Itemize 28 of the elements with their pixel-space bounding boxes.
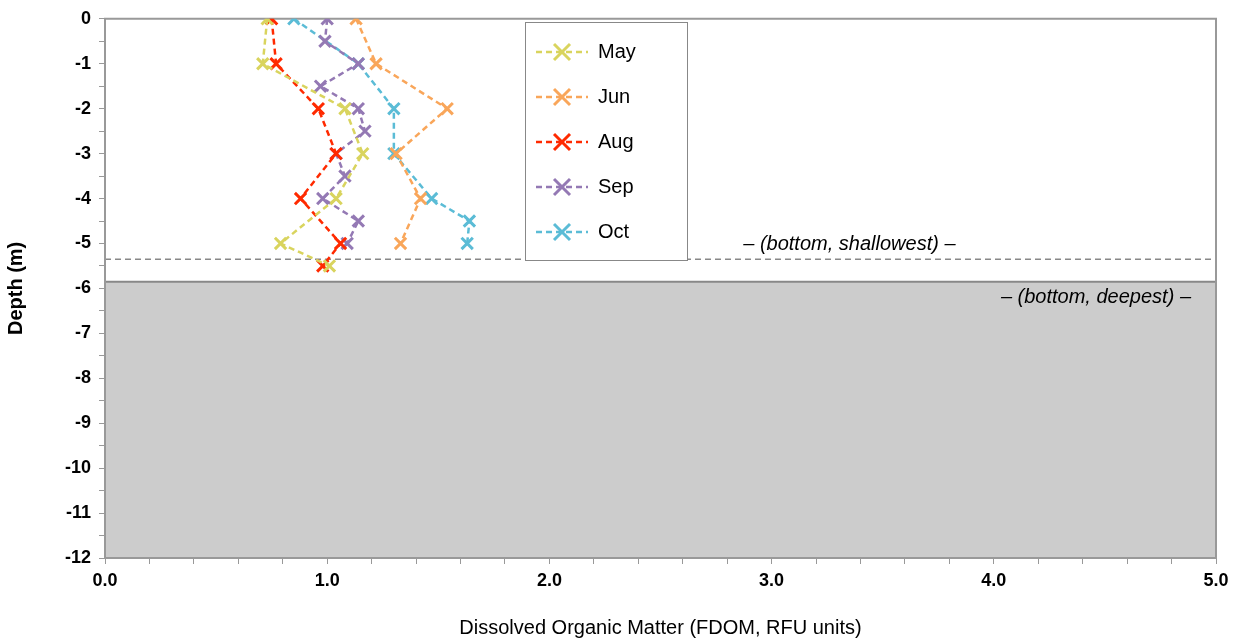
y-tick-label: -2 bbox=[74, 97, 91, 118]
y-tick-label: -11 bbox=[65, 502, 91, 523]
legend-label: Jun bbox=[598, 85, 631, 108]
x-tick-label: 2.0 bbox=[536, 569, 562, 590]
y-tick-label: 0 bbox=[80, 7, 91, 28]
legend-label: Sep bbox=[598, 175, 634, 198]
x-tick-label: 3.0 bbox=[759, 569, 785, 590]
legend-label: May bbox=[598, 40, 636, 63]
ref-line-label: – (bottom, shallowest) – bbox=[742, 231, 957, 254]
y-tick-label: -12 bbox=[64, 546, 91, 567]
x-tick-label: 1.0 bbox=[314, 569, 340, 590]
legend-label: Oct bbox=[598, 220, 630, 243]
y-tick-label: -7 bbox=[74, 322, 91, 343]
y-tick-label: -9 bbox=[74, 412, 91, 433]
y-tick-label: -4 bbox=[74, 187, 91, 208]
y-tick-label: -1 bbox=[74, 52, 91, 73]
x-axis-title: Dissolved Organic Matter (FDOM, RFU units) bbox=[459, 615, 862, 638]
x-tick-label: 4.0 bbox=[981, 569, 1007, 590]
y-tick-label: -3 bbox=[74, 142, 91, 163]
y-tick-label: -10 bbox=[64, 457, 91, 478]
y-tick-label: -5 bbox=[74, 232, 91, 253]
x-tick-label: 5.0 bbox=[1203, 569, 1229, 590]
y-tick-label: -8 bbox=[74, 367, 91, 388]
band-label: – (bottom, deepest) – bbox=[999, 285, 1192, 308]
legend-label: Aug bbox=[598, 130, 634, 153]
x-tick-label: 0.0 bbox=[92, 569, 118, 590]
y-axis-title: Depth (m) bbox=[3, 241, 26, 336]
y-tick-label: -6 bbox=[74, 277, 91, 298]
